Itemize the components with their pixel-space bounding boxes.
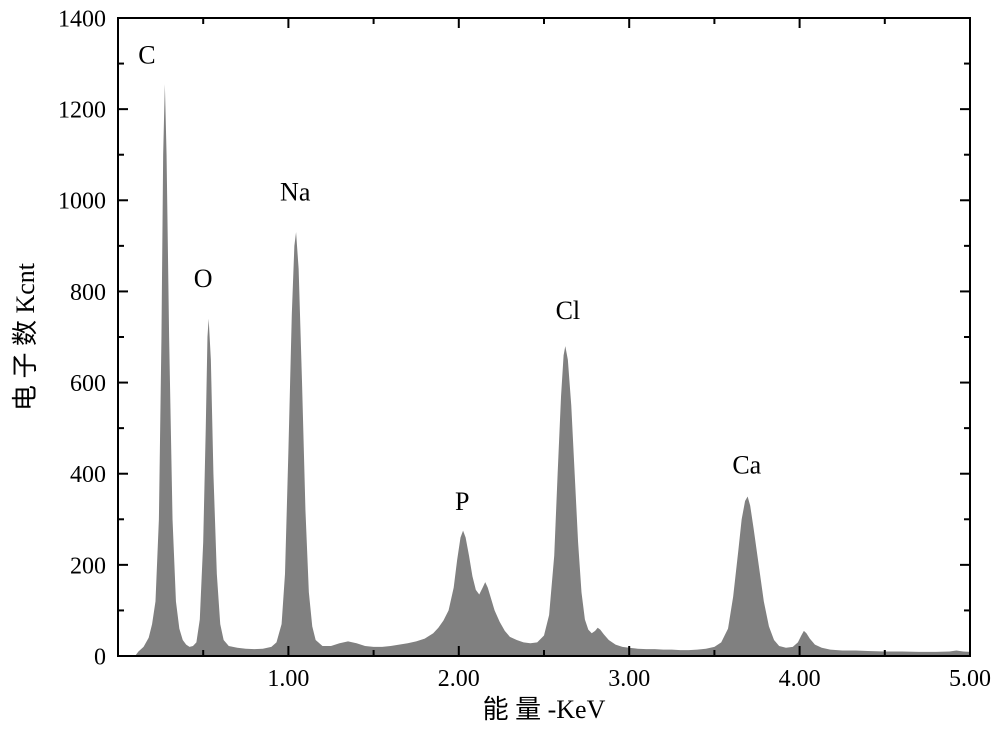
ytick-label: 800: [70, 280, 106, 306]
peak-label-c: C: [138, 41, 155, 70]
peak-label-na: Na: [280, 177, 311, 206]
x-axis-label: 能 量 -KeV: [483, 695, 606, 724]
xtick-label: 5.00: [949, 666, 991, 692]
xtick-label: 4.00: [779, 666, 821, 692]
xtick-label: 3.00: [608, 666, 650, 692]
spectrum-area: [118, 84, 970, 656]
ytick-label: 1400: [58, 6, 106, 32]
peak-label-ca: Ca: [732, 451, 761, 480]
ytick-label: 400: [70, 462, 106, 488]
ytick-label: 0: [94, 644, 106, 670]
ytick-label: 600: [70, 371, 106, 397]
peak-label-p: P: [455, 487, 469, 516]
chart-svg: 1.00 2.00 3.00 4.00 5.00 0 200 400 600 800 1000 120…: [0, 0, 1000, 736]
ytick-label: 1200: [58, 98, 106, 124]
y-axis-label: 电 子 数 Kcnt: [11, 262, 40, 411]
xtick-label: 2.00: [438, 666, 480, 692]
plot-frame: [118, 18, 970, 656]
ytick-label: 1000: [58, 189, 106, 215]
ytick-label: 200: [70, 553, 106, 579]
peak-label-o: O: [194, 264, 213, 293]
eds-spectrum-chart: 1.00 2.00 3.00 4.00 5.00 0 200 400 600 800 1000 120…: [0, 0, 1000, 736]
peak-label-cl: Cl: [556, 296, 581, 325]
xtick-label: 1.00: [267, 666, 309, 692]
